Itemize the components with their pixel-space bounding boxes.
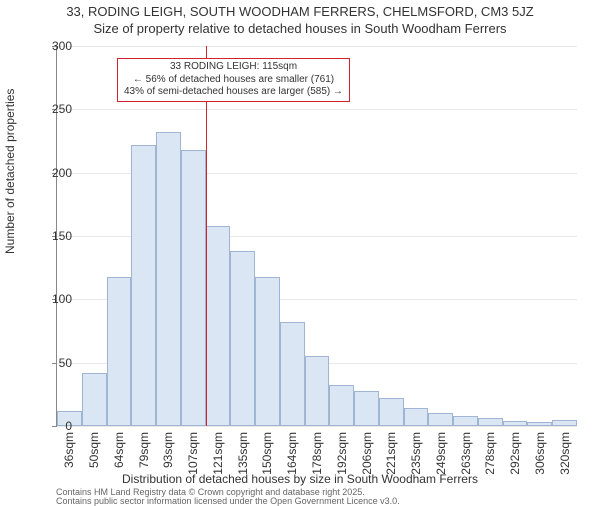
xtick-label: 221sqm: [384, 432, 398, 475]
histogram-bar: [453, 416, 478, 426]
annotation-box: 33 RODING LEIGH: 115sqm← 56% of detached…: [117, 58, 350, 102]
histogram-bar: [206, 226, 231, 426]
xtick-label: 235sqm: [409, 432, 423, 475]
histogram-chart: 36sqm50sqm64sqm79sqm93sqm107sqm121sqm135…: [56, 46, 576, 426]
annotation-line: 33 RODING LEIGH: 115sqm: [124, 61, 343, 74]
histogram-bar: [552, 420, 577, 426]
histogram-bar: [280, 322, 305, 426]
xtick-label: 306sqm: [533, 432, 547, 475]
xtick-label: 50sqm: [87, 432, 101, 468]
histogram-bar: [503, 421, 528, 426]
xtick-label: 263sqm: [459, 432, 473, 475]
xtick-label: 192sqm: [335, 432, 349, 475]
xtick-label: 178sqm: [310, 432, 324, 475]
xtick-label: 249sqm: [434, 432, 448, 475]
ytick-label: 250: [32, 102, 72, 116]
histogram-bar: [329, 385, 354, 426]
plot-area: 36sqm50sqm64sqm79sqm93sqm107sqm121sqm135…: [56, 46, 577, 427]
title-line2: Size of property relative to detached ho…: [0, 21, 600, 36]
ytick-label: 200: [32, 166, 72, 180]
footer-line-2: Contains public sector information licen…: [56, 497, 400, 506]
ytick-label: 100: [32, 292, 72, 306]
xtick-label: 292sqm: [508, 432, 522, 475]
xtick-label: 121sqm: [211, 432, 225, 475]
histogram-bar: [255, 277, 280, 426]
x-axis-label: Distribution of detached houses by size …: [0, 472, 600, 486]
xtick-label: 64sqm: [112, 432, 126, 468]
histogram-bar: [131, 145, 156, 426]
marker-line: [206, 46, 207, 426]
histogram-bar: [428, 413, 453, 426]
ytick-label: 50: [32, 356, 72, 370]
annotation-line: ← 56% of detached houses are smaller (76…: [124, 74, 343, 87]
gridline: [57, 109, 577, 110]
y-axis-label: Number of detached properties: [3, 89, 17, 254]
xtick-label: 164sqm: [285, 432, 299, 475]
histogram-bar: [478, 418, 503, 426]
ytick-label: 0: [32, 419, 72, 433]
histogram-bar: [230, 251, 255, 426]
annotation-line: 43% of semi-detached houses are larger (…: [124, 86, 343, 99]
histogram-bar: [527, 422, 552, 426]
histogram-bar: [354, 391, 379, 426]
histogram-bar: [82, 373, 107, 426]
histogram-bar: [379, 398, 404, 426]
xtick-label: 206sqm: [360, 432, 374, 475]
title-line1: 33, RODING LEIGH, SOUTH WOODHAM FERRERS,…: [0, 4, 600, 19]
histogram-bar: [404, 408, 429, 426]
gridline: [57, 46, 577, 47]
histogram-bar: [107, 277, 132, 426]
xtick-label: 320sqm: [558, 432, 572, 475]
xtick-label: 150sqm: [260, 432, 274, 475]
ytick-label: 150: [32, 229, 72, 243]
xtick-label: 278sqm: [483, 432, 497, 475]
ytick-label: 300: [32, 39, 72, 53]
histogram-bar: [181, 150, 206, 426]
footer-attribution: Contains HM Land Registry data © Crown c…: [56, 488, 400, 506]
xtick-label: 79sqm: [137, 432, 151, 468]
xtick-label: 93sqm: [161, 432, 175, 468]
xtick-label: 135sqm: [236, 432, 250, 475]
xtick-label: 36sqm: [62, 432, 76, 468]
histogram-bar: [156, 132, 181, 426]
histogram-bar: [305, 356, 330, 426]
gridline: [57, 426, 577, 427]
xtick-label: 107sqm: [186, 432, 200, 475]
